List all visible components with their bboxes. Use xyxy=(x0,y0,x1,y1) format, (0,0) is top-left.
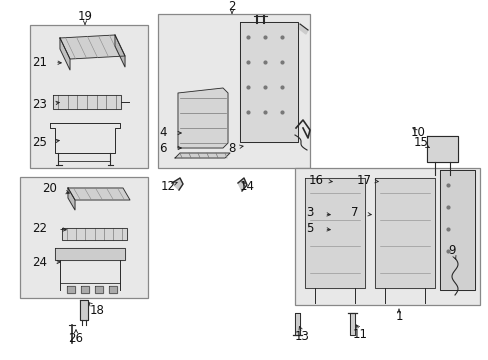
Polygon shape xyxy=(60,38,70,70)
Polygon shape xyxy=(109,286,117,293)
Bar xyxy=(20,177,148,298)
Text: 3: 3 xyxy=(305,207,313,220)
Bar xyxy=(294,168,479,305)
Polygon shape xyxy=(175,153,229,158)
Text: 11: 11 xyxy=(352,328,367,341)
Text: 7: 7 xyxy=(350,207,358,220)
Text: 2: 2 xyxy=(228,0,235,13)
Text: 22: 22 xyxy=(32,221,47,234)
Polygon shape xyxy=(374,178,434,288)
Text: 6: 6 xyxy=(159,141,166,154)
Polygon shape xyxy=(240,22,297,142)
Text: 20: 20 xyxy=(42,181,57,194)
Text: 5: 5 xyxy=(305,221,313,234)
Polygon shape xyxy=(426,136,457,162)
Text: 18: 18 xyxy=(89,303,104,316)
Text: 25: 25 xyxy=(33,136,47,149)
Polygon shape xyxy=(68,188,75,210)
Text: 14: 14 xyxy=(239,180,254,193)
Bar xyxy=(158,14,309,168)
Polygon shape xyxy=(172,178,183,190)
Text: 19: 19 xyxy=(77,10,92,23)
Text: 26: 26 xyxy=(68,332,83,345)
Polygon shape xyxy=(68,188,130,200)
Text: 4: 4 xyxy=(159,126,166,139)
Text: 8: 8 xyxy=(228,141,235,154)
Text: 16: 16 xyxy=(308,174,323,186)
Polygon shape xyxy=(80,300,88,320)
Polygon shape xyxy=(294,313,299,335)
Polygon shape xyxy=(55,248,125,260)
Polygon shape xyxy=(349,313,354,335)
Bar xyxy=(30,25,148,168)
Text: 10: 10 xyxy=(410,126,425,139)
Text: 15: 15 xyxy=(413,136,427,149)
Polygon shape xyxy=(81,286,89,293)
Polygon shape xyxy=(297,24,307,34)
Text: 1: 1 xyxy=(394,310,402,323)
Polygon shape xyxy=(178,88,227,148)
Text: 13: 13 xyxy=(294,330,309,343)
Polygon shape xyxy=(67,286,75,293)
Text: 23: 23 xyxy=(33,99,47,112)
Text: 24: 24 xyxy=(32,256,47,269)
Text: 12: 12 xyxy=(160,180,175,193)
Text: 17: 17 xyxy=(356,174,371,186)
Polygon shape xyxy=(238,178,246,191)
Polygon shape xyxy=(115,35,125,67)
Polygon shape xyxy=(60,35,125,59)
Polygon shape xyxy=(62,228,127,240)
Polygon shape xyxy=(95,286,103,293)
Polygon shape xyxy=(439,170,474,290)
Polygon shape xyxy=(305,178,364,288)
Polygon shape xyxy=(53,95,121,109)
Text: 21: 21 xyxy=(32,55,47,68)
Text: 9: 9 xyxy=(447,243,455,256)
